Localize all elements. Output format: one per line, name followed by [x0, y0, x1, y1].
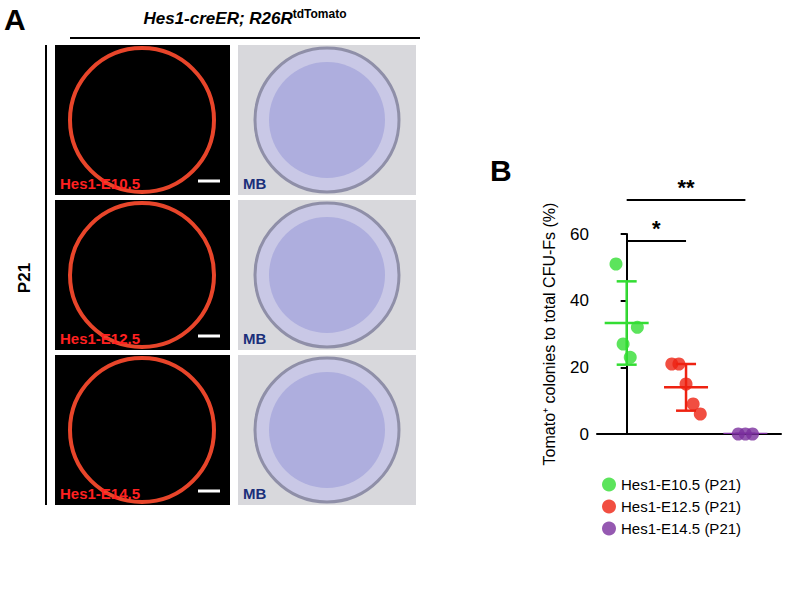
svg-text:**: **: [677, 175, 695, 200]
svg-text:MB: MB: [243, 485, 266, 502]
svg-text:40: 40: [570, 291, 589, 310]
svg-text:Hes1-creER; R26RtdTomato: Hes1-creER; R26RtdTomato: [143, 7, 346, 28]
svg-text:20: 20: [570, 358, 589, 377]
svg-text:MB: MB: [243, 175, 266, 192]
svg-text:Hes1-E12.5: Hes1-E12.5: [60, 330, 140, 347]
svg-text:Hes1-E14.5 (P21): Hes1-E14.5 (P21): [621, 520, 741, 537]
svg-text:0: 0: [580, 425, 589, 444]
svg-text:*: *: [652, 216, 661, 241]
svg-text:MB: MB: [243, 330, 266, 347]
svg-text:Hes1-E12.5 (P21): Hes1-E12.5 (P21): [621, 498, 741, 515]
svg-text:Tomato⁺ colonies to total CFU-: Tomato⁺ colonies to total CFU-Fs (%): [541, 203, 558, 466]
svg-text:Hes1-E10.5: Hes1-E10.5: [60, 175, 140, 192]
svg-text:B: B: [490, 154, 512, 187]
svg-text:Hes1-E14.5: Hes1-E14.5: [60, 485, 140, 502]
svg-text:P21: P21: [15, 263, 34, 293]
svg-text:A: A: [4, 3, 26, 36]
svg-text:Hes1-E10.5 (P21): Hes1-E10.5 (P21): [621, 476, 741, 493]
svg-text:60: 60: [570, 225, 589, 244]
